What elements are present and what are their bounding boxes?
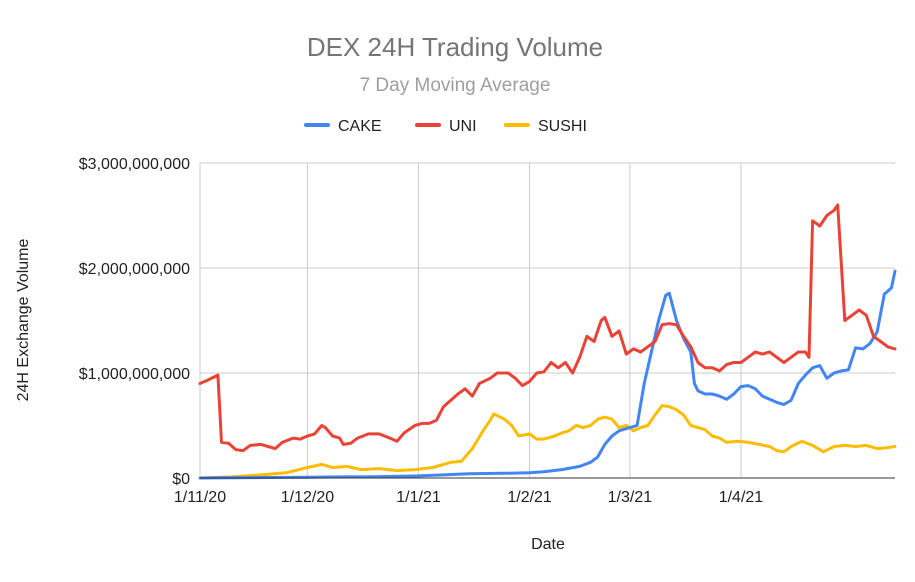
legend-label: UNI xyxy=(449,118,477,135)
x-tick-label: 1/12/20 xyxy=(281,489,334,506)
x-axis-label: Date xyxy=(531,536,565,553)
legend-label: CAKE xyxy=(338,118,382,135)
y-axis-ticks: $0 $1,000,000,000 $2,000,000,000 $3,000,000… xyxy=(79,156,190,488)
chart-subtitle: 7 Day Moving Average xyxy=(360,75,551,96)
series-line-uni xyxy=(198,203,897,453)
chart-title: DEX 24H Trading Volume xyxy=(307,32,603,62)
x-tick-label: 1/1/21 xyxy=(396,489,441,506)
legend: CAKE UNI SUSHI xyxy=(304,118,587,135)
series-line-cake xyxy=(198,269,897,480)
y-axis-label: 24H Exchange Volume xyxy=(15,239,32,402)
y-tick-label: $2,000,000,000 xyxy=(79,261,190,278)
x-tick-label: 1/4/21 xyxy=(719,489,764,506)
x-tick-label: 1/3/21 xyxy=(608,489,653,506)
legend-item-uni: UNI xyxy=(415,118,477,135)
horizontal-gridlines xyxy=(200,162,895,374)
x-tick-label: 1/2/21 xyxy=(507,489,552,506)
legend-label: SUSHI xyxy=(538,118,587,135)
y-tick-label: $1,000,000,000 xyxy=(79,366,190,383)
x-tick-label: 1/11/20 xyxy=(174,489,226,506)
series-line-sushi xyxy=(198,404,897,480)
y-tick-label: $0 xyxy=(172,471,190,488)
legend-item-cake: CAKE xyxy=(304,118,382,135)
series-layer xyxy=(198,203,897,480)
y-tick-label: $3,000,000,000 xyxy=(79,156,190,173)
vertical-gridlines xyxy=(199,163,742,478)
legend-item-sushi: SUSHI xyxy=(504,118,587,135)
x-axis-ticks: 1/11/20 1/12/20 1/1/21 1/2/21 1/3/21 1/4/21 xyxy=(174,489,763,506)
